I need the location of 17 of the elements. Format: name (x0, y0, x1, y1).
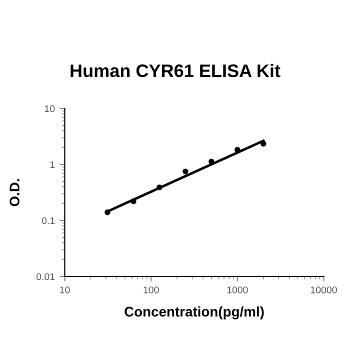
y-tick-label: 1 (50, 161, 55, 168)
x-tick-label: 100 (144, 286, 159, 294)
x-tick-label: 10 (60, 286, 70, 294)
point (156, 184, 162, 190)
point (104, 209, 110, 216)
point (182, 168, 188, 174)
y-tick-label: 10 (44, 105, 55, 112)
y-tick-label: 0.1 (42, 217, 55, 224)
x-axis-title: Concentration(pg/ml) (124, 306, 264, 320)
point (130, 198, 136, 204)
point (208, 158, 214, 164)
y-tick-label: 0.01 (36, 273, 55, 280)
x-tick-label: 10000 (310, 286, 337, 294)
x-tick-label: 1000 (227, 286, 248, 294)
point (260, 140, 266, 147)
y-axis-title: O.D. (10, 179, 20, 206)
chart-title: Human CYR61 ELISA Kit (70, 64, 280, 78)
